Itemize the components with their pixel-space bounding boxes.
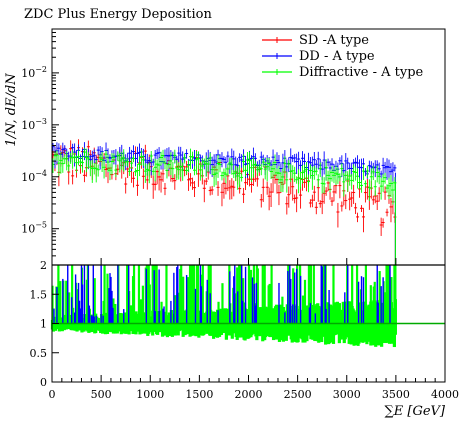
y-axis-label: 1/N, dE/dN: [4, 73, 19, 147]
series-2-points: [51, 147, 397, 265]
x-tick-label: 0: [49, 388, 56, 401]
ratio-tick-label: 2: [40, 259, 47, 272]
chart-title: ZDC Plus Energy Deposition: [24, 7, 212, 22]
x-tick-label: 1000: [136, 388, 164, 401]
y-tick-label: 10−2: [21, 65, 47, 80]
x-tick-label: 2500: [284, 388, 312, 401]
x-axis: 0 500 1000 1500 2000 2500 3000 3500 4000: [49, 258, 459, 401]
ratio-tick-label: 0: [40, 376, 47, 389]
x-tick-label: 500: [91, 388, 112, 401]
x-tick-label: 4000: [431, 388, 459, 401]
ratio-tick-label: 0.5: [30, 347, 48, 360]
ratio-panel: [50, 264, 445, 348]
y-tick-label: 10−3: [21, 117, 47, 132]
legend-label: DD - A type: [299, 49, 375, 64]
y-tick-label: 10−4: [21, 169, 47, 184]
legend-label: SD -A type: [299, 33, 369, 48]
ratio-spikes: [53, 265, 391, 324]
x-tick-label: 1500: [185, 388, 213, 401]
y-axis-ratio: 0 0.5 1 1.5 2: [30, 259, 59, 389]
x-tick-label: 3500: [382, 388, 410, 401]
ratio-band: [50, 265, 397, 348]
x-tick-label: 2000: [235, 388, 263, 401]
x-axis-label: ∑E [GeV]: [384, 404, 445, 419]
legend-label: Diffractive - A type: [299, 65, 424, 80]
ratio-tick-label: 1: [40, 318, 47, 331]
y-tick-label: 10−5: [21, 221, 47, 236]
main-panel: [51, 139, 397, 265]
series-1-points: [51, 142, 397, 265]
ratio-tick-label: 1.5: [30, 288, 48, 301]
x-tick-label: 3000: [333, 388, 361, 401]
